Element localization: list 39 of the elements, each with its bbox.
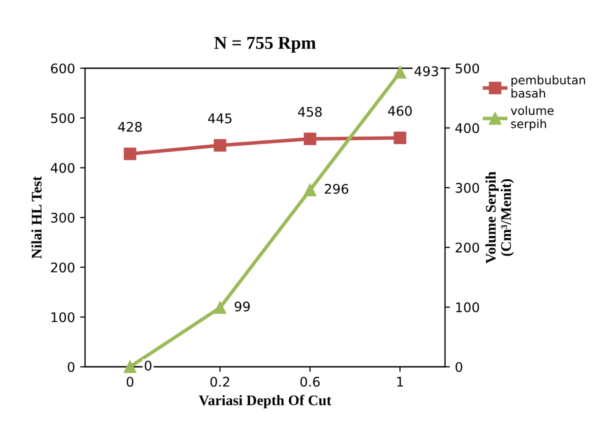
point [124, 148, 136, 160]
data-label: 458 [298, 106, 322, 117]
data-label: 445 [208, 114, 232, 124]
point [124, 360, 136, 374]
x-axis-title: Variasi Depth Of Cut [198, 394, 332, 408]
point [394, 66, 406, 79]
y2-tick-label: 200 [456, 242, 480, 253]
y-tick-label: 100 [52, 312, 74, 322]
x-tick-label: 0.6 [300, 376, 320, 387]
data-label: 296 [324, 184, 348, 194]
point [304, 184, 316, 196]
y2-tick-label: 400 [455, 123, 480, 134]
y-tick-label: 200 [51, 262, 74, 272]
legend-label: pembubutan basah [512, 75, 586, 98]
point [394, 132, 406, 144]
point [304, 132, 316, 146]
data-label: 460 [388, 106, 412, 116]
y-axis-title: Nilai HL Test [31, 176, 42, 259]
y2-tick-label: 0 [456, 362, 462, 372]
y-tick-label: 300 [51, 212, 74, 223]
data-label: 99 [234, 302, 250, 312]
data-label: 0 [144, 360, 152, 371]
y2-axis-title: Volume Serpih (Cm³/Menit) [485, 172, 514, 264]
y-tick-label: 400 [50, 162, 74, 173]
data-label: 428 [118, 122, 142, 132]
y-tick-label: 0 [68, 362, 74, 372]
point [214, 139, 226, 152]
x-tick-label: 0.2 [210, 376, 230, 387]
y-tick-label: 600 [51, 63, 74, 74]
x-tick-label: 0 [126, 376, 134, 387]
chart-title: N = 755 Rpm [214, 36, 316, 53]
point [214, 301, 226, 314]
y2-tick-label: 500 [456, 63, 480, 74]
y2-tick-label: 100 [456, 302, 480, 312]
y-tick-label: 500 [51, 113, 74, 124]
data-label: 493 [414, 66, 438, 76]
y2-tick-label: 300 [456, 182, 480, 193]
legend-label: volume serpih [510, 106, 554, 130]
x-tick-label: 1 [397, 376, 403, 387]
